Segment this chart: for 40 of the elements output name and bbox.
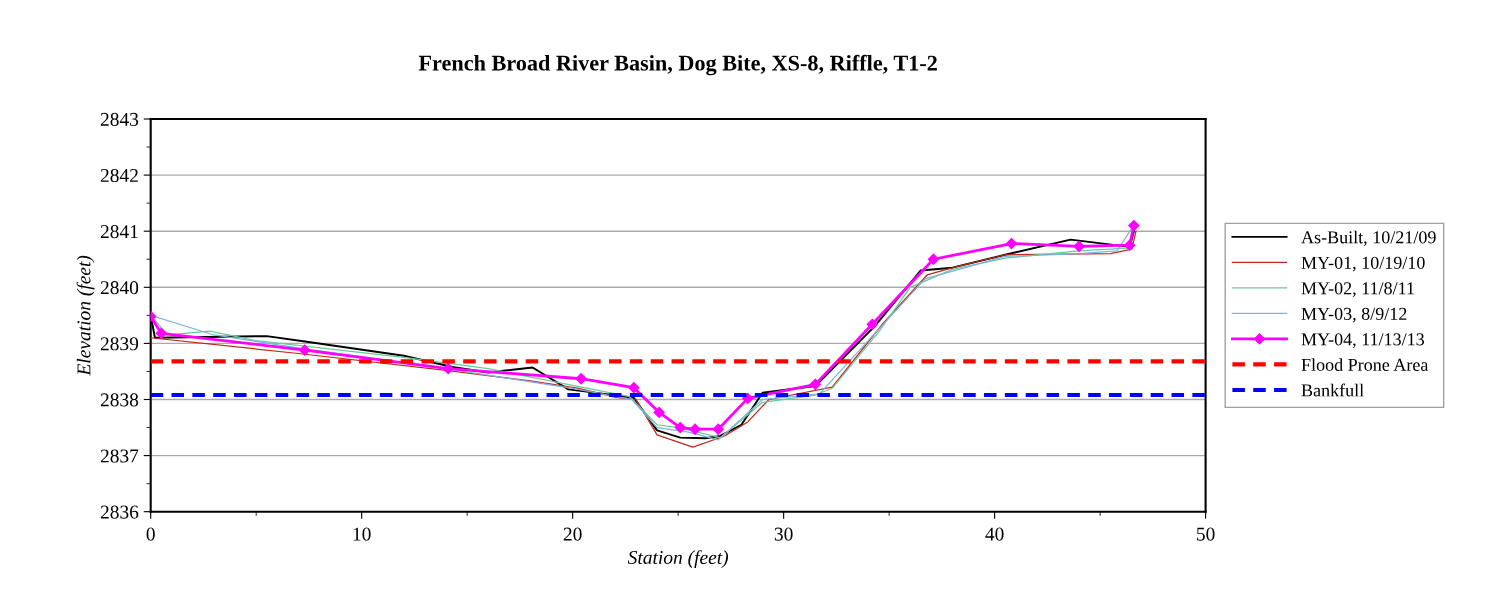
x-tick-label: 0 bbox=[146, 527, 155, 541]
point bbox=[674, 421, 686, 434]
x-tick-label: 30 bbox=[774, 527, 793, 541]
point bbox=[689, 423, 701, 435]
legend-label: MY-02, 11/8/11 bbox=[1301, 282, 1414, 298]
point bbox=[1073, 240, 1085, 252]
legend-label: MY-04, 11/13/13 bbox=[1301, 333, 1425, 349]
x-tick-label: 20 bbox=[563, 527, 582, 541]
legend-label: MY-01, 10/19/10 bbox=[1301, 256, 1425, 272]
y-tick-label: 2840 bbox=[100, 281, 139, 295]
y-tick-label: 2838 bbox=[100, 393, 139, 407]
point bbox=[1005, 237, 1018, 250]
point bbox=[866, 318, 878, 330]
point bbox=[575, 373, 587, 385]
point bbox=[653, 406, 665, 419]
legend-label: Bankfull bbox=[1301, 383, 1364, 397]
point bbox=[712, 423, 724, 435]
legend-label: MY-03, 8/9/12 bbox=[1301, 307, 1407, 323]
legend-label: Flood Prone Area bbox=[1301, 358, 1429, 371]
x-tick-label: 10 bbox=[353, 527, 371, 541]
x-tick-label: 50 bbox=[1197, 527, 1215, 541]
chart-title: French Broad River Basin, Dog Bite, XS-8, Riffle, T1-2 bbox=[418, 54, 937, 76]
y-tick-label: 2837 bbox=[100, 449, 139, 463]
point bbox=[628, 382, 640, 394]
x-axis-title: Station (feet) bbox=[627, 550, 729, 568]
legend-label: As-Built, 10/21/09 bbox=[1301, 230, 1436, 246]
y-tick-label: 2839 bbox=[100, 337, 139, 351]
y-tick-label: 2836 bbox=[100, 505, 139, 519]
y-axis-title: Elevation (feet) bbox=[76, 255, 95, 376]
point bbox=[1124, 239, 1136, 251]
point bbox=[442, 363, 454, 375]
y-tick-label: 2843 bbox=[100, 112, 139, 126]
point bbox=[809, 378, 821, 390]
point bbox=[299, 344, 311, 356]
point bbox=[155, 327, 167, 339]
point bbox=[927, 253, 940, 265]
y-tick-label: 2842 bbox=[100, 168, 138, 183]
point bbox=[1128, 219, 1140, 232]
y-tick-label: 2841 bbox=[100, 225, 138, 239]
x-tick-label: 40 bbox=[985, 527, 1004, 541]
